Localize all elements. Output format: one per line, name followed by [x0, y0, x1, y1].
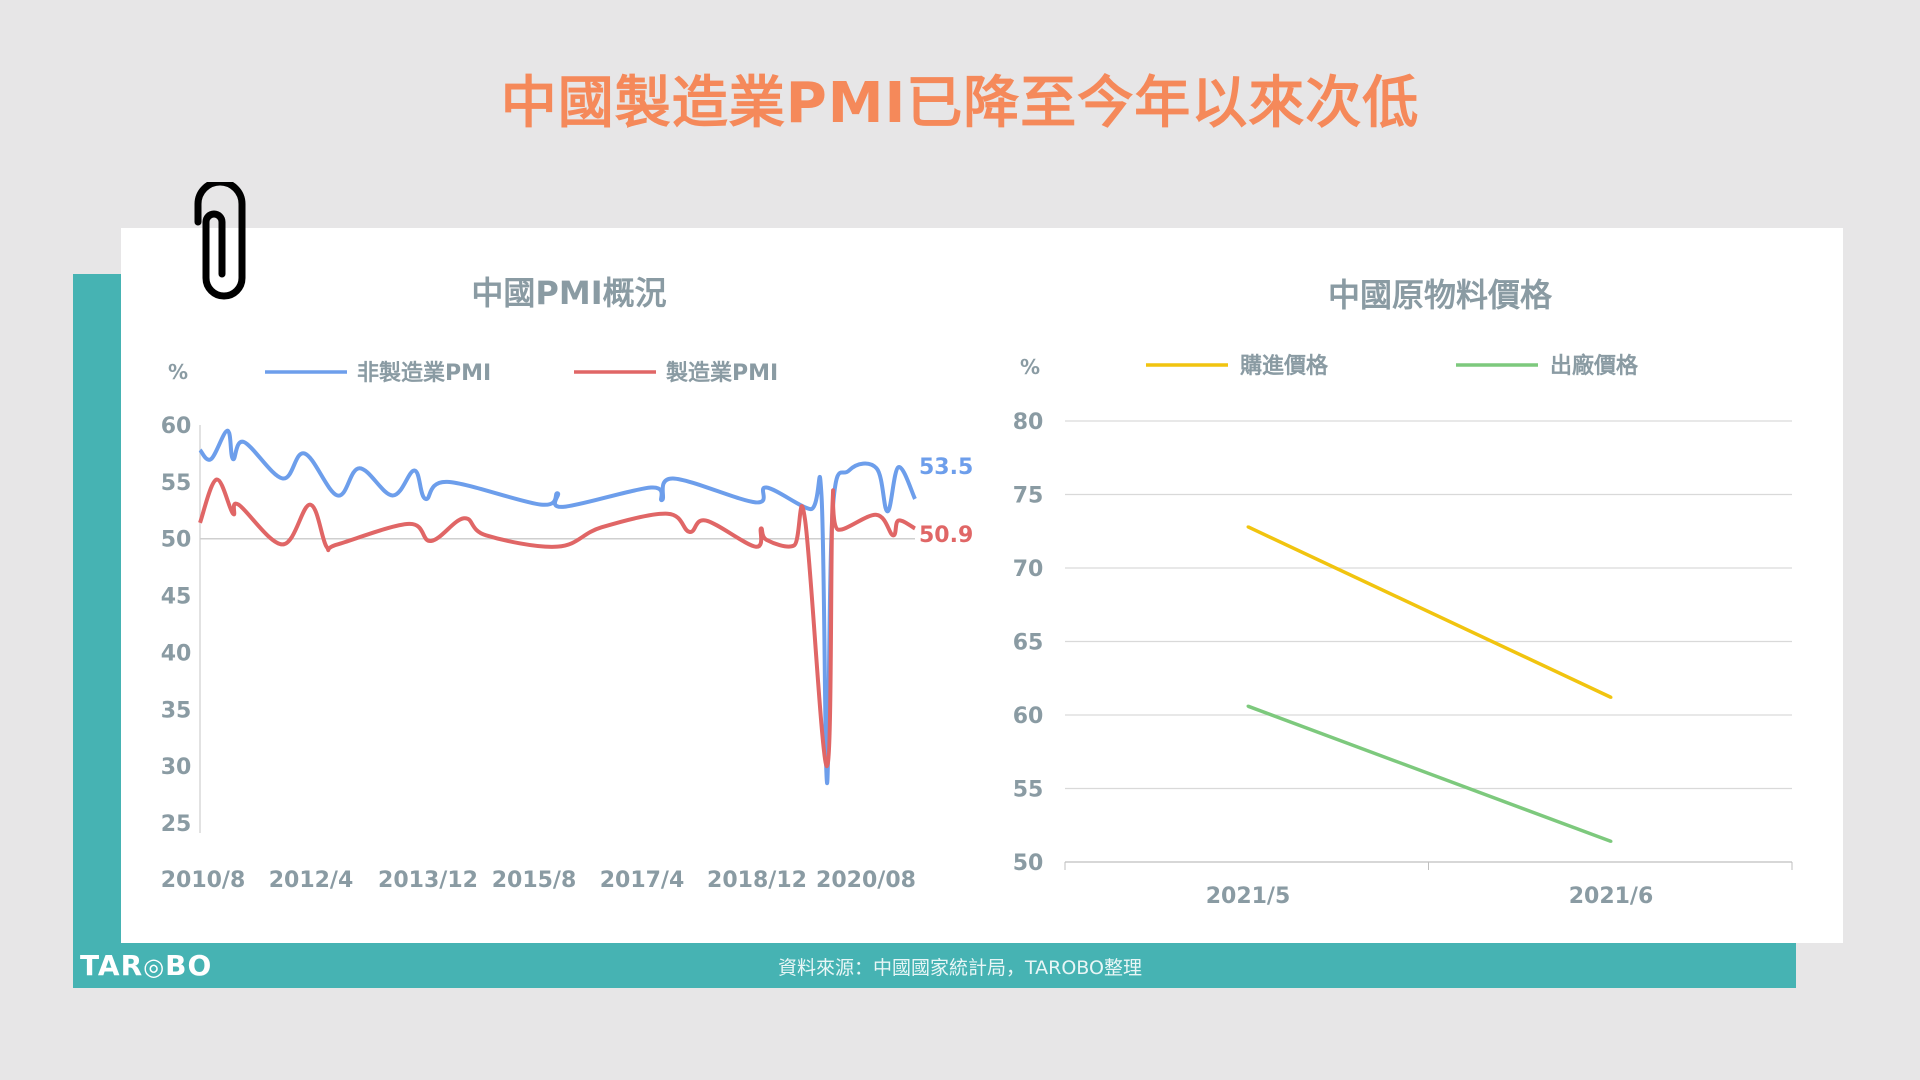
series-line	[1247, 525, 1612, 699]
y-tick-label: 75	[1013, 484, 1044, 509]
data-point	[1609, 695, 1613, 699]
y-tick-label: 35	[161, 698, 192, 723]
legend-label: 非製造業PMI	[357, 360, 491, 386]
end-value-label: 53.5	[919, 455, 973, 480]
x-tick-label: 2017/4	[600, 868, 685, 893]
x-tick-label: 2013/12	[378, 868, 478, 893]
y-tick-label: 70	[1013, 557, 1044, 582]
page-title: 中國製造業PMI已降至今年以來次低	[500, 71, 1420, 136]
y-tick-label: 40	[161, 641, 192, 666]
legend-label: 購進價格	[1240, 353, 1329, 379]
y-unit-label: %	[1020, 355, 1040, 379]
series-line	[1247, 704, 1612, 844]
y-tick-label: 65	[1013, 631, 1044, 656]
y-tick-label: 60	[1013, 704, 1044, 729]
data-point	[1609, 839, 1613, 843]
chart-title: 中國原物料價格	[1328, 276, 1553, 314]
paperclip-icon	[194, 182, 246, 300]
x-tick-label: 2020/08	[816, 868, 916, 893]
source-note: 資料來源：中國國家統計局，TAROBO整理	[778, 957, 1142, 979]
chart-title: 中國PMI概況	[471, 274, 666, 312]
end-value-label: 50.9	[919, 523, 973, 548]
x-tick-label: 2010/8	[161, 868, 246, 893]
tarobo-logo: TAR◎BO	[80, 949, 213, 982]
data-point	[1246, 704, 1250, 708]
x-tick-label: 2012/4	[269, 868, 354, 893]
series-line	[198, 477, 916, 769]
y-tick-label: 25	[161, 812, 192, 837]
y-tick-label: 60	[161, 414, 192, 439]
legend-label: 出廠價格	[1550, 353, 1639, 379]
x-tick-label: 2015/8	[492, 868, 577, 893]
legend-label: 製造業PMI	[665, 360, 778, 386]
y-unit-label: %	[168, 360, 188, 384]
chart-card	[121, 228, 1843, 943]
y-tick-label: 50	[1013, 851, 1044, 876]
y-tick-label: 30	[161, 755, 192, 780]
y-tick-label: 55	[1013, 778, 1044, 803]
series-line	[198, 428, 917, 786]
y-tick-label: 55	[161, 471, 192, 496]
y-tick-label: 50	[161, 528, 192, 553]
x-tick-label: 2021/5	[1206, 884, 1291, 909]
x-tick-label: 2018/12	[707, 868, 807, 893]
y-tick-label: 45	[161, 585, 192, 610]
data-point	[1246, 525, 1250, 529]
y-tick-label: 80	[1013, 410, 1044, 435]
x-tick-label: 2021/6	[1569, 884, 1654, 909]
